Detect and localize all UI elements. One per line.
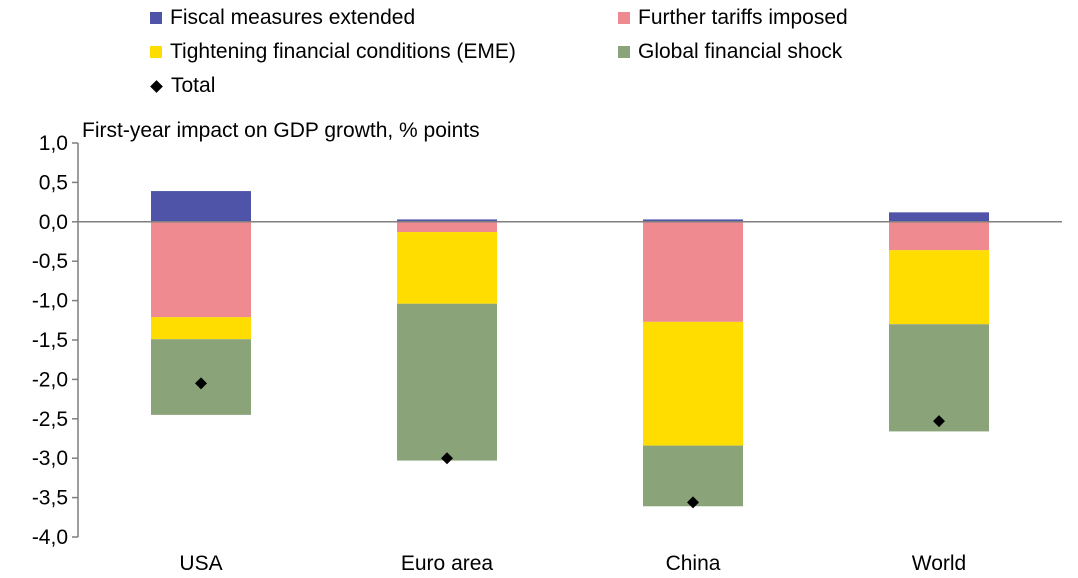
legend-item-total: Total <box>150 74 215 98</box>
bar-segment-3-china <box>643 445 743 507</box>
legend-item-tightening: Tightening financial conditions (EME) <box>150 40 516 64</box>
bar-segment-0-euro-area <box>397 219 497 222</box>
bar-segment-0-china <box>643 219 743 222</box>
bar-segment-3-world <box>889 324 989 432</box>
x-tick-label: World <box>912 552 966 575</box>
bar-segment-0-world <box>889 212 989 222</box>
y-tick-label: -2,5 <box>32 408 68 431</box>
bar-segment-1-china <box>643 221 743 322</box>
y-tick-label: -1,0 <box>32 290 68 313</box>
legend-label-shock: Global financial shock <box>638 40 843 63</box>
legend-label-fiscal: Fiscal measures extended <box>170 6 416 29</box>
total-marker-world <box>933 415 945 428</box>
bar-segment-3-usa <box>151 339 251 415</box>
bar-segment-1-euro-area <box>397 221 497 233</box>
y-tick-label: 0,0 <box>39 211 68 234</box>
bars-layer <box>151 191 989 507</box>
total-marker-china <box>687 496 699 509</box>
legend-swatch-shock <box>618 46 630 58</box>
total-marker-euro-area <box>441 452 453 465</box>
legend-item-shock: Global financial shock <box>618 40 842 64</box>
chart-title: First-year impact on GDP growth, % point… <box>82 119 480 142</box>
y-tick-label: -1,5 <box>32 329 68 352</box>
legend-swatch-tightening <box>150 46 162 58</box>
bar-segment-2-china <box>643 321 743 446</box>
y-tick-label: -2,0 <box>32 368 68 391</box>
x-tick-label: China <box>666 552 721 575</box>
legend-label-tightening: Tightening financial conditions (EME) <box>170 40 516 63</box>
bar-segment-0-usa <box>151 191 251 222</box>
y-tick-label: -3,5 <box>32 487 68 510</box>
total-marker-usa <box>195 377 207 390</box>
legend-item-fiscal: Fiscal measures extended <box>150 6 415 30</box>
legend-swatch-fiscal <box>150 12 162 24</box>
bar-segment-3-euro-area <box>397 303 497 461</box>
total-markers-layer <box>195 377 945 509</box>
y-tick-label: -3,0 <box>32 447 68 470</box>
bar-segment-2-usa <box>151 317 251 340</box>
bar-segment-2-world <box>889 250 989 325</box>
bar-segment-1-usa <box>151 221 251 318</box>
y-tick-label: 1,0 <box>39 132 68 155</box>
chart-legend: Fiscal measures extended Further tariffs… <box>150 6 1050 102</box>
legend-item-tariffs: Further tariffs imposed <box>618 6 848 30</box>
x-tick-label: Euro area <box>401 552 494 575</box>
legend-swatch-tariffs <box>618 12 630 24</box>
legend-label-total: Total <box>171 74 216 97</box>
y-tick-label: 0,5 <box>39 171 68 194</box>
legend-label-tariffs: Further tariffs imposed <box>638 6 848 29</box>
bar-segment-1-world <box>889 221 989 251</box>
y-tick-label: -0,5 <box>32 250 68 273</box>
bar-segment-2-euro-area <box>397 232 497 304</box>
y-tick-label: -4,0 <box>32 526 68 549</box>
axis-layer: 1,0 0,5 0,0 -0,5 -1,0 -1,5 -2,0 -2,5 -3,0 -3,5 -4,… <box>32 132 1062 575</box>
x-tick-label: USA <box>179 552 222 575</box>
